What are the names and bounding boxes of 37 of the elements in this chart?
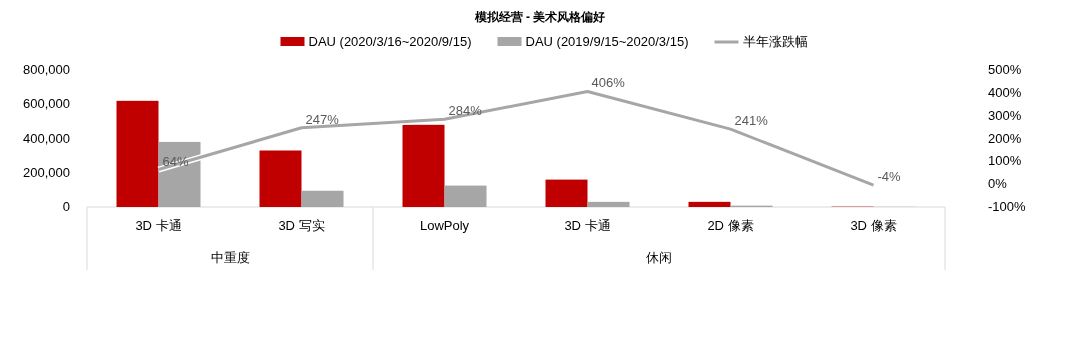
y-tick-label: 200,000 [23, 164, 70, 180]
data-label: 406% [591, 75, 626, 91]
legend-label: DAU (2020/3/16~2020/9/15) [308, 34, 472, 49]
x-tick-label: 3D 卡通 [564, 218, 611, 233]
y2-tick-label: 400% [988, 84, 1022, 100]
y2-tick-label: 0% [988, 176, 1008, 192]
bar [301, 190, 344, 207]
x-tick-label: 3D 卡通 [135, 218, 182, 233]
y-tick-label: 0 [62, 199, 70, 214]
legend-label: 半年涨跌幅 [742, 34, 808, 49]
bar [587, 201, 630, 207]
bar [444, 185, 487, 207]
x-tick-label: 2D 像素 [707, 218, 754, 233]
bar [259, 150, 302, 207]
y-tick-label: 600,000 [23, 96, 70, 112]
chart-title: 模拟经营 - 美术风格偏好 [473, 10, 606, 24]
y2-tick-label: 500% [988, 62, 1022, 77]
text: 中重度 [210, 250, 250, 265]
y2-tick-label: 300% [988, 107, 1022, 123]
data-label: 284% [448, 103, 483, 119]
data-label: -4% [877, 169, 902, 185]
y2-tick-label: 100% [988, 153, 1022, 169]
bar [688, 201, 731, 207]
text: 休闲 [646, 250, 672, 265]
bar [545, 179, 588, 207]
y2-tick-label: -100% [988, 199, 1027, 214]
y-tick-label: 800,000 [23, 62, 70, 77]
x-tick-label: 3D 写实 [278, 218, 325, 233]
bar [116, 100, 159, 207]
x-tick-label: 3D 像素 [850, 218, 897, 233]
legend-label: DAU (2019/9/15~2020/3/15) [525, 34, 689, 49]
y-tick-label: 400,000 [23, 130, 70, 146]
data-label: 241% [734, 113, 769, 129]
x-tick-label: LowPoly [419, 218, 470, 233]
data-label: 247% [305, 111, 340, 127]
bar [402, 124, 445, 207]
y2-tick-label: 200% [988, 130, 1022, 146]
